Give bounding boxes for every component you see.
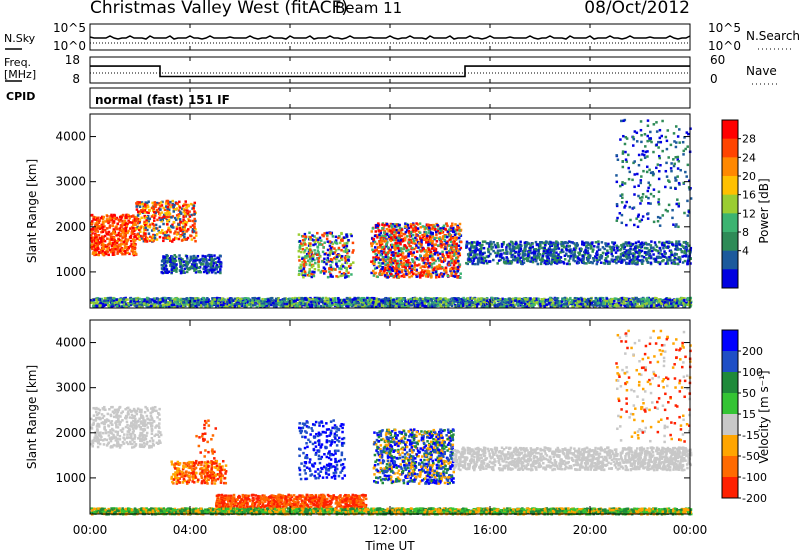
power-colorbar-tick-1: 24: [742, 151, 756, 164]
power-colorbar-swatch-2: [722, 157, 738, 177]
x-tick-2: 08:00: [273, 523, 308, 537]
noise-sky-line: [89, 35, 691, 40]
power-y-tick-3: 4000: [55, 130, 86, 144]
power-colorbar-tick-0: 28: [742, 133, 756, 146]
power-colorbar-tick-3: 16: [742, 189, 756, 202]
velocity-colorbar-tick-5: -50: [742, 450, 760, 463]
x-axis-label: Time UT: [364, 539, 415, 553]
x-tick-5: 20:00: [573, 523, 608, 537]
power-colorbar-tick-5: 8: [742, 226, 749, 239]
noise-panel: N.Sky 10^5 10^0 10^5 10^0 N.Search: [4, 21, 800, 53]
velocity-y-tick-0: 1000: [55, 471, 86, 485]
velocity-colorbar-tick-4: -15: [742, 429, 760, 442]
power-colorbar-swatch-4: [722, 194, 738, 214]
velocity-colorbar-tick-1: 100: [742, 366, 763, 379]
power-y-tick-2: 3000: [55, 175, 86, 189]
date-label: 08/Oct/2012: [584, 0, 690, 18]
freq-left-tick-top: 18: [65, 53, 80, 67]
velocity-colorbar-swatch-2: [722, 372, 738, 394]
x-tick-0: 00:00: [73, 523, 108, 537]
freq-right-tick-top: 60: [710, 53, 725, 67]
velocity-colorbar-tick-6: -100: [742, 471, 767, 484]
freq-right-tick-bottom: 0: [710, 72, 718, 86]
power-colorbar-swatch-0: [722, 120, 738, 140]
power-y-tick-0: 1000: [55, 265, 86, 279]
velocity-y-tick-2: 3000: [55, 381, 86, 395]
cpid-label: CPID: [6, 90, 35, 103]
noise-left-tick-top: 10^5: [53, 21, 86, 35]
velocity-colorbar-swatch-4: [722, 414, 738, 436]
velocity-colorbar-swatch-1: [722, 351, 738, 373]
velocity-y-tick-3: 4000: [55, 336, 86, 350]
station-title: Christmas Valley West (fitACF): [90, 0, 348, 18]
velocity-colorbar-swatch-7: [722, 477, 738, 499]
velocity-colorbar-swatch-3: [722, 393, 738, 415]
freq-label-2: [MHz]: [4, 68, 36, 81]
velocity-panel: 1000 2000 3000 4000 Slant Range [km] 200 100…: [25, 319, 771, 516]
velocity-colorbar-tick-7: -200: [742, 492, 767, 505]
velocity-y-tick-1: 2000: [55, 426, 86, 440]
noise-right-label: N.Search: [746, 29, 800, 43]
velocity-colorbar-swatch-5: [722, 435, 738, 457]
freq-label-1: Freq.: [4, 56, 31, 69]
power-colorbar-tick-6: 4: [742, 245, 749, 258]
power-panel: 1000 2000 3000 4000 Slant Range [km] 28 24 20…: [25, 113, 771, 309]
nave-label: Nave: [746, 64, 777, 78]
velocity-ylabel: Slant Range [km]: [25, 365, 39, 469]
noise-left-tick-bottom: 10^0: [53, 39, 86, 53]
beam-label: Beam 11: [335, 0, 402, 17]
noise-right-tick-bottom: 10^0: [708, 39, 741, 53]
velocity-colorbar-swatch-0: [722, 330, 738, 352]
power-colorbar-title: Power [dB]: [757, 178, 771, 243]
velocity-colorbar-swatch-6: [722, 456, 738, 478]
noise-right-tick-top: 10^5: [708, 21, 741, 35]
power-colorbar-swatch-3: [722, 176, 738, 196]
x-tick-1: 04:00: [173, 523, 208, 537]
velocity-colorbar-title: Velocity [m s⁻¹]: [757, 370, 771, 463]
velocity-colorbar-tick-3: 15: [742, 408, 756, 421]
cpid-text: normal (fast) 151 IF: [95, 93, 230, 107]
x-tick-3: 12:00: [373, 523, 408, 537]
power-ylabel: Slant Range [km]: [25, 159, 39, 263]
x-tick-4: 16:00: [473, 523, 508, 537]
frequency-line: [90, 65, 690, 78]
power-colorbar-tick-2: 20: [742, 170, 756, 183]
velocity-colorbar-tick-0: 200: [742, 345, 763, 358]
power-colorbar-swatch-1: [722, 138, 738, 158]
power-colorbar-swatch-8: [722, 269, 738, 289]
power-colorbar-swatch-5: [722, 213, 738, 233]
x-tick-6: 00:00: [673, 523, 708, 537]
freq-left-tick-bottom: 8: [72, 72, 80, 86]
power-colorbar-swatch-6: [722, 232, 738, 252]
noise-left-label: N.Sky: [4, 32, 36, 45]
power-y-tick-1: 2000: [55, 220, 86, 234]
frequency-panel: Freq. [MHz] 18 8 60 0 Nave: [4, 53, 778, 86]
power-colorbar-swatch-7: [722, 250, 738, 270]
velocity-colorbar-tick-2: 50: [742, 387, 756, 400]
power-colorbar-tick-4: 12: [742, 207, 756, 220]
